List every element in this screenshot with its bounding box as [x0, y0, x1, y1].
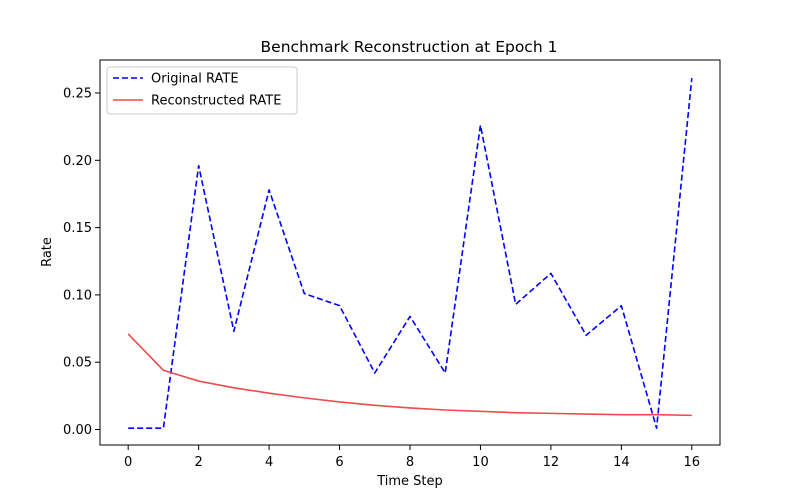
- series-line-original-rate: [128, 78, 693, 429]
- legend: Original RATE Reconstructed RATE: [106, 66, 298, 115]
- x-tick-label: 0: [124, 455, 132, 470]
- series-line-reconstructed-rate: [127, 333, 692, 417]
- chart-title: Benchmark Reconstruction at Epoch 1: [261, 38, 558, 56]
- x-tick-label: 4: [265, 455, 273, 470]
- plot-area: [99, 59, 721, 446]
- y-axis-title: Rate: [40, 237, 55, 267]
- x-tick-label: 10: [472, 455, 489, 470]
- legend-box: [106, 66, 298, 115]
- x-tick-label: 6: [335, 455, 343, 470]
- x-axis: 0 2 4 6 8 10 12 14 16: [124, 445, 700, 470]
- y-tick-label: 0.05: [63, 356, 92, 371]
- x-tick-label: 16: [684, 455, 701, 470]
- series-layer: [127, 78, 693, 429]
- y-tick-label: 0.00: [63, 423, 92, 438]
- x-tick-label: 12: [543, 455, 560, 470]
- x-axis-title: Time Step: [376, 474, 443, 489]
- x-tick-label: 2: [194, 455, 202, 470]
- y-tick-label: 0.25: [63, 86, 92, 101]
- y-tick-label: 0.20: [63, 154, 92, 169]
- legend-label: Reconstructed RATE: [151, 94, 281, 109]
- y-axis: 0.00 0.05 0.10 0.15 0.20 0.25: [63, 86, 100, 438]
- x-tick-label: 8: [406, 455, 414, 470]
- y-tick-label: 0.10: [63, 288, 92, 303]
- x-tick-label: 14: [613, 455, 630, 470]
- legend-label: Original RATE: [151, 72, 239, 87]
- y-tick-label: 0.15: [63, 221, 92, 236]
